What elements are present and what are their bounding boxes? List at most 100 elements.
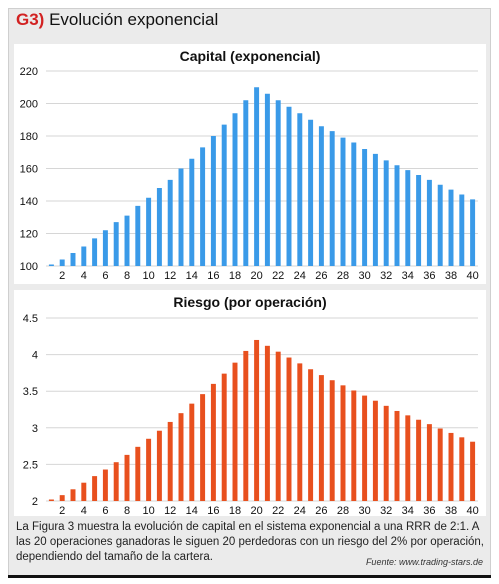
risk-x-tick-label: 10 bbox=[142, 505, 154, 516]
risk-x-tick-label: 12 bbox=[164, 505, 176, 516]
capital-x-tick-label: 16 bbox=[207, 270, 219, 282]
risk-bar bbox=[351, 390, 357, 501]
capital-x-tick-label: 26 bbox=[315, 270, 327, 282]
capital-bar bbox=[81, 246, 87, 266]
risk-bar bbox=[210, 383, 216, 501]
risk-bar bbox=[275, 351, 281, 501]
risk-bar bbox=[92, 476, 98, 501]
risk-x-tick-label: 38 bbox=[445, 505, 457, 516]
figure-title: Evolución exponencial bbox=[49, 10, 219, 29]
risk-x-tick-label: 16 bbox=[207, 505, 219, 516]
risk-bar bbox=[243, 350, 249, 501]
risk-x-tick-label: 14 bbox=[186, 505, 198, 516]
capital-bar bbox=[340, 137, 346, 266]
capital-bar bbox=[59, 259, 65, 266]
capital-chart-title: Capital (exponencial) bbox=[179, 48, 321, 64]
risk-x-tick-label: 8 bbox=[124, 505, 130, 516]
capital-bar bbox=[286, 106, 292, 266]
risk-x-tick-label: 30 bbox=[358, 505, 370, 516]
capital-bar bbox=[459, 194, 465, 266]
capital-bar bbox=[308, 119, 314, 266]
risk-bar bbox=[297, 363, 303, 501]
risk-y-tick-label: 4.5 bbox=[23, 313, 38, 325]
risk-bar bbox=[362, 395, 368, 501]
capital-bar bbox=[232, 113, 238, 266]
risk-x-tick-label: 22 bbox=[272, 505, 284, 516]
risk-bar bbox=[113, 462, 119, 501]
risk-bar bbox=[189, 403, 195, 501]
risk-bar bbox=[59, 495, 65, 501]
capital-x-tick-label: 24 bbox=[294, 270, 306, 282]
capital-bar bbox=[275, 100, 281, 266]
capital-bar bbox=[113, 222, 119, 266]
capital-y-tick-label: 180 bbox=[20, 131, 38, 143]
capital-bar bbox=[383, 160, 389, 266]
capital-bar bbox=[135, 205, 141, 266]
capital-x-tick-label: 32 bbox=[380, 270, 392, 282]
risk-bar bbox=[102, 469, 108, 501]
capital-chart-panel: Capital (exponencial) 100 120 140 160 180 200… bbox=[14, 44, 486, 284]
capital-bar bbox=[167, 179, 173, 266]
figure-header: G3) Evolución exponencial bbox=[16, 10, 218, 30]
capital-bar bbox=[156, 188, 162, 266]
risk-bar bbox=[286, 357, 292, 501]
capital-x-tick-label: 10 bbox=[142, 270, 154, 282]
risk-bar bbox=[200, 394, 206, 501]
risk-bar bbox=[48, 499, 54, 501]
capital-x-tick-label: 20 bbox=[250, 270, 262, 282]
risk-bar bbox=[437, 428, 443, 501]
capital-bar bbox=[318, 126, 324, 266]
risk-bar bbox=[383, 405, 389, 501]
risk-bar bbox=[329, 380, 335, 501]
risk-y-tick-label: 3.5 bbox=[23, 386, 38, 398]
risk-bar bbox=[135, 446, 141, 501]
risk-y-tick-label: 2.5 bbox=[23, 459, 38, 471]
capital-bar bbox=[254, 87, 260, 266]
capital-x-tick-label: 22 bbox=[272, 270, 284, 282]
capital-x-tick-label: 36 bbox=[423, 270, 435, 282]
risk-x-tick-label: 40 bbox=[466, 505, 478, 516]
source-note: Fuente: www.trading-stars.de bbox=[365, 557, 483, 567]
capital-bar bbox=[351, 142, 357, 266]
risk-bar bbox=[156, 430, 162, 501]
capital-bar bbox=[426, 179, 432, 266]
capital-bar bbox=[146, 197, 152, 266]
capital-bar bbox=[405, 170, 411, 266]
capital-bar bbox=[329, 131, 335, 266]
risk-chart-panel: Riesgo (por operación) 2 2.5 3 3.5 4 4.5 2 4 6 8 1… bbox=[14, 290, 486, 516]
capital-y-tick-label: 120 bbox=[20, 229, 38, 241]
capital-y-tick-label: 160 bbox=[20, 164, 38, 176]
risk-bar bbox=[394, 410, 400, 501]
risk-x-tick-label: 26 bbox=[315, 505, 327, 516]
capital-x-tick-label: 4 bbox=[81, 270, 87, 282]
risk-y-tick-label: 4 bbox=[32, 350, 38, 362]
capital-bar bbox=[200, 147, 206, 266]
capital-bar bbox=[372, 153, 378, 266]
capital-bar bbox=[437, 184, 443, 266]
capital-x-tick-label: 6 bbox=[102, 270, 108, 282]
risk-x-tick-label: 24 bbox=[294, 505, 306, 516]
risk-y-tick-label: 2 bbox=[32, 496, 38, 508]
risk-chart-title: Riesgo (por operación) bbox=[173, 294, 327, 310]
capital-bar bbox=[394, 165, 400, 266]
capital-x-tick-label: 18 bbox=[229, 270, 241, 282]
risk-bar bbox=[254, 339, 260, 501]
capital-x-tick-label: 14 bbox=[186, 270, 198, 282]
capital-x-tick-label: 34 bbox=[402, 270, 414, 282]
capital-x-tick-label: 28 bbox=[337, 270, 349, 282]
capital-bar bbox=[102, 230, 108, 266]
capital-bar bbox=[221, 124, 227, 266]
capital-y-tick-label: 140 bbox=[20, 196, 38, 208]
capital-x-tick-label: 12 bbox=[164, 270, 176, 282]
capital-bar bbox=[189, 158, 195, 266]
capital-bar bbox=[178, 168, 184, 266]
capital-bar bbox=[416, 175, 422, 266]
risk-bar bbox=[264, 345, 270, 501]
risk-bar bbox=[318, 375, 324, 501]
risk-bar bbox=[372, 400, 378, 501]
capital-y-tick-label: 220 bbox=[20, 66, 38, 78]
risk-bar bbox=[221, 373, 227, 501]
figure-tag: G3) bbox=[16, 10, 45, 29]
capital-bar bbox=[92, 238, 98, 266]
